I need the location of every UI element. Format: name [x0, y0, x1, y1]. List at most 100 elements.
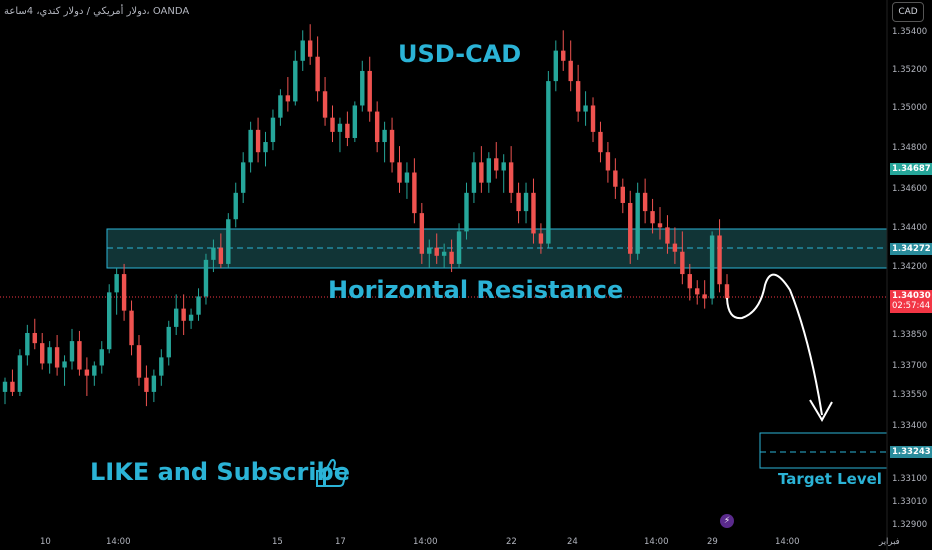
candle-body [628, 202, 633, 254]
candle-body [278, 95, 283, 118]
candle-body [293, 60, 298, 102]
candle-body [121, 274, 127, 311]
candle-body [69, 341, 75, 362]
candle-body [25, 332, 30, 356]
candle-body [285, 95, 291, 102]
candle-body [449, 251, 454, 264]
candle-body [404, 172, 410, 183]
candle-body [315, 56, 320, 92]
candle-body [397, 162, 402, 183]
price-tick: 1.33700 [892, 361, 928, 371]
candle-body [434, 247, 439, 256]
candle-body [427, 247, 432, 254]
candle-body [389, 129, 395, 163]
candle-body [330, 117, 335, 132]
candle-body [494, 158, 499, 171]
symbol-label: دولار أمريكي / دولار كندي، 4ساعة، OANDA [4, 6, 190, 17]
candle-body [613, 170, 618, 187]
price-tick: 1.34200 [892, 262, 928, 272]
candle-body [322, 91, 328, 118]
candle-body [479, 162, 484, 183]
candle-body [642, 192, 648, 212]
time-tick: 22 [506, 537, 517, 547]
candle-body [218, 247, 224, 264]
candle-body [211, 247, 216, 260]
candle-body [337, 123, 343, 132]
candle-body [188, 314, 194, 321]
price-tick: 1.34800 [892, 143, 928, 153]
candle-body [724, 284, 730, 299]
candle-body [635, 192, 640, 254]
time-tick: 15 [272, 537, 283, 547]
target-label: Target Level [778, 470, 882, 488]
time-tick: 24 [567, 537, 578, 547]
candle-body [598, 131, 603, 153]
candle-body [159, 357, 164, 376]
candle-body [575, 81, 581, 112]
resistance-label: Horizontal Resistance [328, 276, 624, 304]
candle-body [203, 259, 209, 297]
currency-button[interactable]: CAD [892, 2, 924, 22]
candle-body [695, 288, 700, 295]
candle-body [531, 192, 536, 234]
candle-body [538, 233, 544, 244]
candle-body [650, 211, 655, 224]
price-tick: 1.33010 [892, 497, 928, 507]
candle-body [248, 129, 253, 163]
candle-body [345, 123, 350, 138]
time-tick: 14:00 [775, 537, 800, 547]
candle-body [441, 251, 447, 256]
candle-body [352, 105, 358, 138]
candle-body [374, 111, 380, 143]
candle-body [2, 381, 8, 392]
target-zone [759, 432, 888, 469]
candle-body [62, 361, 67, 368]
candle-body [240, 162, 246, 193]
price-tick: 1.34400 [892, 223, 928, 233]
countdown-timer: 02:57:44 [892, 301, 931, 311]
candle-body [590, 105, 596, 132]
candle-body [136, 345, 142, 378]
time-tick: 14:00 [644, 537, 669, 547]
price-tick: 1.33100 [892, 474, 928, 484]
candle-body [523, 192, 529, 212]
candle-body [561, 50, 566, 61]
price-tick: 1.33850 [892, 330, 928, 340]
candle-body [546, 81, 551, 244]
cta-text: LIKE and Subscribe [90, 458, 350, 486]
candle-body [717, 235, 722, 285]
candle-body [166, 326, 171, 358]
price-tag-resistance: 1.34272 [890, 243, 932, 255]
candle-body [501, 162, 506, 171]
price-tag-target: 1.33243 [890, 446, 932, 458]
candle-body [270, 117, 276, 143]
candle-body [508, 162, 514, 193]
candle-body [99, 349, 104, 366]
projection-arrow [726, 273, 823, 416]
candle-body [84, 369, 90, 376]
candle-body [54, 347, 60, 368]
candle-body [114, 274, 119, 293]
lightning-icon[interactable]: ⚡ [720, 514, 734, 528]
candle-body [382, 129, 387, 143]
current-price: 1.34030 [892, 291, 931, 301]
candle-body [92, 365, 97, 376]
candle-body [307, 40, 313, 57]
candle-body [300, 40, 305, 61]
price-tick: 1.35000 [892, 103, 928, 113]
time-tick: 14:00 [106, 537, 131, 547]
candle-body [144, 377, 149, 392]
candle-body [464, 192, 469, 232]
candle-body [657, 223, 663, 228]
candle-body [17, 355, 23, 392]
candle-body [486, 158, 492, 183]
candle-body [516, 192, 521, 212]
price-tag-high: 1.34687 [890, 163, 932, 175]
candle-body [702, 294, 707, 299]
candle-body [680, 251, 685, 275]
price-tag-current: 1.34030 02:57:44 [890, 290, 932, 313]
candle-body [456, 231, 462, 264]
time-tick: فبراير [879, 537, 900, 547]
candle-body [173, 308, 179, 327]
